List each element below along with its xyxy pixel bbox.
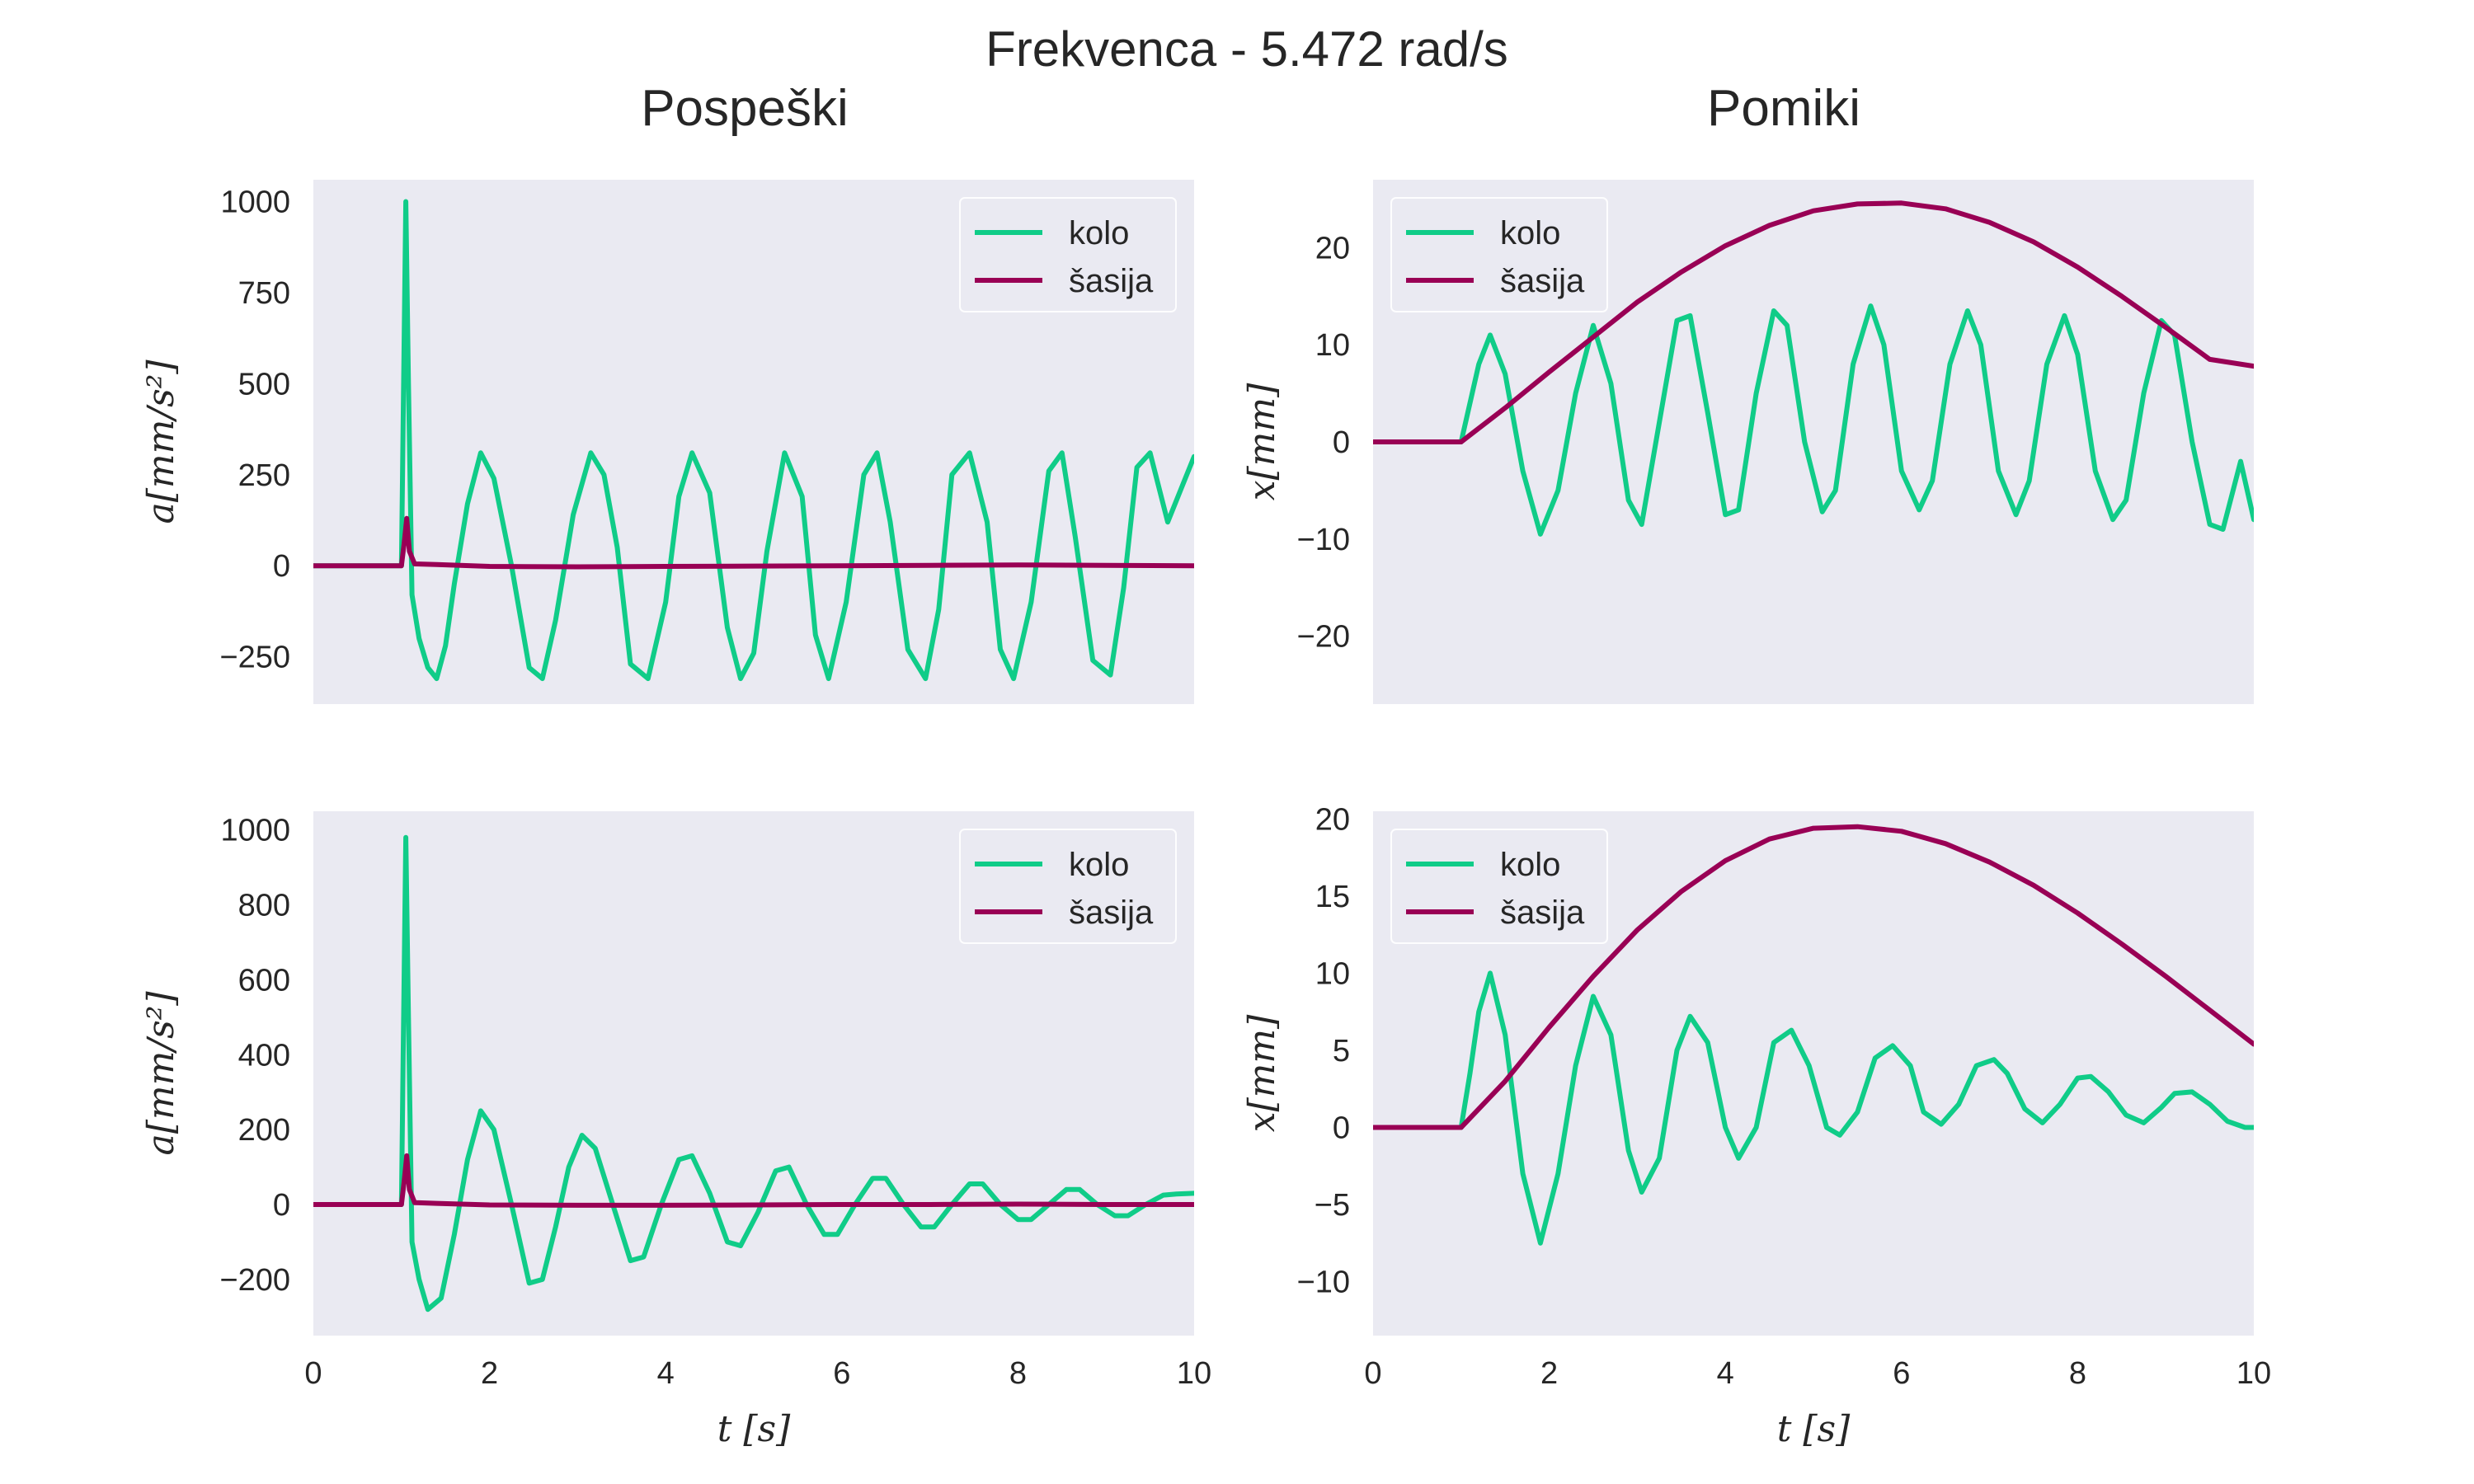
y-tick-label: −10 [1297, 523, 1350, 557]
y-tick-label: 0 [1333, 425, 1350, 460]
x-tick-label: 2 [481, 1356, 498, 1391]
legend-box [959, 829, 1177, 944]
panel-top-left: −250 0 250 500 750 1000 a[mm/s²] kolo šasija [140, 180, 1194, 704]
y-tick-label: −5 [1315, 1188, 1350, 1223]
legend-label: šasija [1069, 263, 1154, 299]
y-tick-label: −200 [219, 1263, 290, 1298]
y-tick-label: 10 [1315, 328, 1350, 363]
series-line-sasija [1373, 200, 2254, 444]
y-axis-label: x[mm] [1241, 1014, 1283, 1132]
y-tick-label: 800 [238, 889, 290, 923]
x-tick-label: 4 [1717, 1356, 1734, 1391]
series-line-sasija [313, 1153, 1194, 1208]
x-axis-label: t [s] [1777, 1408, 1851, 1450]
y-axis-label: x[mm] [1241, 383, 1283, 500]
x-tick-label: 8 [2069, 1356, 2086, 1391]
y-tick-label: 20 [1315, 802, 1350, 837]
y-tick-label: 750 [238, 276, 290, 311]
y-tick-label: −20 [1297, 620, 1350, 655]
column-title-pospeski: Pospeški [641, 80, 849, 137]
legend-label: šasija [1500, 895, 1585, 931]
panel-top-right: −20 −10 0 10 20 x[mm] kolo šasija [1241, 180, 2254, 704]
legend: kolo šasija [959, 197, 1177, 312]
y-axis-label: a[mm/s²] [140, 991, 182, 1156]
x-tick-label: 2 [1540, 1356, 1558, 1391]
panel-bottom-left: −200 0 200 400 600 800 1000 0 2 4 6 8 10 t [s] a[mm/s²… [140, 811, 1211, 1450]
series-line-kolo [1373, 303, 2254, 537]
y-tick-label: −10 [1297, 1266, 1350, 1300]
y-tick-label: 0 [273, 1188, 290, 1223]
legend-label: kolo [1069, 215, 1129, 251]
y-tick-label: 10 [1315, 956, 1350, 991]
y-tick-label: 250 [238, 458, 290, 493]
legend-box [1390, 197, 1608, 312]
y-axis-label: a[mm/s²] [140, 359, 182, 524]
legend: kolo šasija [959, 829, 1177, 944]
y-tick-label: 400 [238, 1038, 290, 1073]
legend-label: kolo [1500, 215, 1560, 251]
series-line-kolo [313, 834, 1194, 1313]
panels: −25002505007501000a[mm/s²]kološasija−20−… [140, 180, 2271, 1450]
x-tick-label: 0 [304, 1356, 322, 1391]
x-tick-label: 10 [1177, 1356, 1211, 1391]
y-tick-label: 20 [1315, 231, 1350, 265]
legend-label: šasija [1069, 895, 1154, 931]
legend: kolo šasija [1390, 829, 1608, 944]
x-axis-label: t [s] [717, 1408, 791, 1450]
x-tick-label: 4 [657, 1356, 675, 1391]
figure-title: Frekvenca - 5.472 rad/s [985, 21, 1508, 77]
y-tick-label: 1000 [220, 814, 290, 848]
y-tick-label: 1000 [220, 186, 290, 220]
x-tick-label: 8 [1009, 1356, 1027, 1391]
x-tick-label: 0 [1364, 1356, 1381, 1391]
y-tick-label: 15 [1315, 880, 1350, 914]
y-tick-label: 600 [238, 963, 290, 998]
series-line-sasija [313, 515, 1194, 570]
y-tick-label: 500 [238, 367, 290, 402]
y-tick-label: 0 [1333, 1111, 1350, 1145]
series-line-kolo [313, 199, 1194, 682]
y-tick-label: 200 [238, 1113, 290, 1148]
panel-bottom-right: −10 −5 0 5 10 15 20 0 2 4 6 8 10 t [s] x[mm] kolo šasija [1241, 802, 2271, 1450]
legend: kolo šasija [1390, 197, 1608, 312]
y-tick-label: 0 [273, 549, 290, 584]
column-title-pomiki: Pomiki [1707, 80, 1860, 137]
x-tick-label: 6 [833, 1356, 850, 1391]
legend-box [959, 197, 1177, 312]
y-tick-label: −250 [219, 641, 290, 675]
series-line-sasija [1373, 824, 2254, 1130]
series-line-kolo [1373, 970, 2254, 1246]
legend-label: šasija [1500, 263, 1585, 299]
y-tick-label: 5 [1333, 1034, 1350, 1068]
x-tick-label: 10 [2236, 1356, 2271, 1391]
x-tick-label: 6 [1893, 1356, 1910, 1391]
legend-label: kolo [1500, 847, 1560, 883]
legend-label: kolo [1069, 847, 1129, 883]
legend-box [1390, 829, 1608, 944]
